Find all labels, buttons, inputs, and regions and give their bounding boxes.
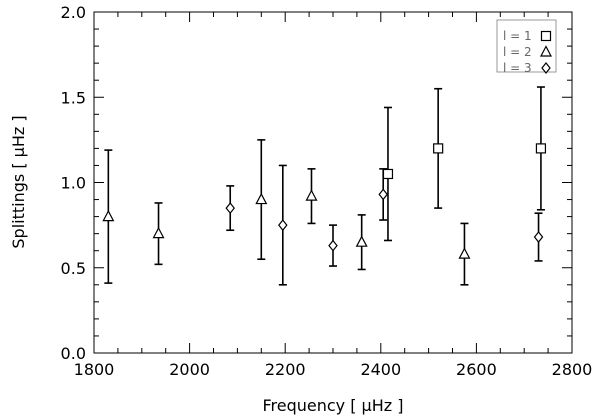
y-tick-label: 1.0 (61, 174, 86, 193)
diamond-point (278, 219, 288, 232)
x-tick-label: 1800 (74, 360, 115, 379)
y-tick-label: 2.0 (61, 3, 86, 22)
x-tick-label: 2400 (360, 360, 401, 379)
triangle-point (355, 235, 368, 247)
y-tick-labels: 0.0 0.5 1.0 1.5 2.0 (61, 3, 86, 363)
diamond-point (225, 202, 235, 215)
triangle-point (305, 189, 318, 201)
legend-square-marker (540, 30, 552, 42)
square-point (433, 143, 444, 154)
legend: l = 1 l = 2 l = 3 (496, 19, 557, 75)
square-point (535, 143, 547, 154)
y-tick-label: 0.5 (61, 259, 86, 278)
axis-ticks (93, 11, 573, 354)
diamond-point (378, 188, 388, 201)
x-tick-label: 2200 (265, 360, 306, 379)
diamond-point (533, 231, 544, 244)
triangle-point (102, 209, 115, 222)
x-tick-label: 2800 (552, 360, 593, 379)
data-marks (102, 86, 547, 286)
triangle-point (458, 247, 471, 259)
legend-label: l = 2 (503, 45, 532, 59)
triangle-point (152, 226, 165, 239)
y-axis-label: Splittings [ μHz ] (9, 115, 28, 248)
diamond-point (328, 239, 338, 252)
square-point (382, 168, 394, 180)
y-tick-label: 1.5 (61, 88, 86, 107)
legend-label: l = 1 (503, 29, 532, 43)
legend-triangle-marker (540, 45, 552, 57)
y-tick-label: 0.0 (61, 344, 86, 363)
x-tick-label: 2600 (456, 360, 497, 379)
x-tick-labels: 1800 2000 2200 2400 2600 2800 (74, 360, 593, 379)
x-axis-label: Frequency [ μHz ] (262, 396, 403, 415)
x-tick-label: 2000 (169, 360, 210, 379)
legend-label: l = 3 (503, 61, 532, 75)
legend-diamond-marker (541, 62, 551, 74)
triangle-point (255, 192, 268, 205)
